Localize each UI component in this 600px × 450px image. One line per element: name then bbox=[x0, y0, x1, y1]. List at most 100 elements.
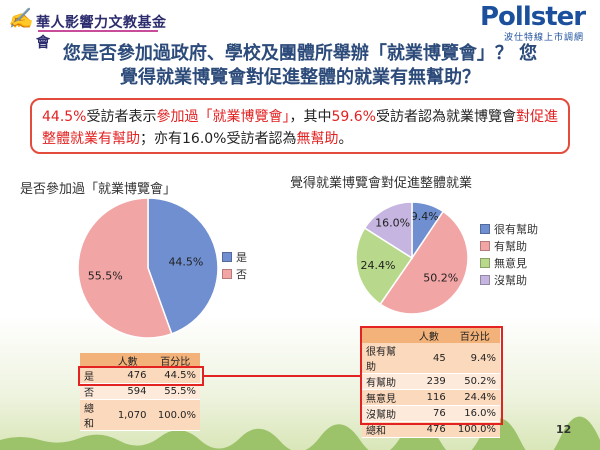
org-logo-underline bbox=[38, 30, 158, 32]
table-cell: 476 bbox=[104, 368, 151, 384]
org-logo: ✍ 華人影響力文教基金會 bbox=[8, 6, 178, 51]
legend-item: 有幫助 bbox=[480, 237, 538, 254]
summary-percent-helpful: 59.6% bbox=[331, 109, 376, 125]
table-cell: 55.5% bbox=[150, 383, 200, 400]
helpfulness-legend: 很有幫助有幫助無意見沒幫助 bbox=[480, 220, 538, 288]
table-cell: 44.5% bbox=[150, 368, 200, 384]
table-cell: 9.4% bbox=[449, 343, 500, 374]
legend-item: 沒幫助 bbox=[480, 271, 538, 288]
summary-text-3: 受訪者認為就業博覽會 bbox=[375, 109, 516, 125]
table-cell: 100.0% bbox=[150, 399, 200, 431]
org-logo-mark: ✍ bbox=[8, 6, 33, 30]
pie-slice-有幫助 bbox=[379, 210, 469, 315]
legend-item: 是 bbox=[222, 248, 247, 265]
legend-label: 沒幫助 bbox=[494, 273, 527, 287]
pie-label-沒幫助: 16.0% bbox=[375, 217, 410, 230]
pie-label-否: 55.5% bbox=[88, 269, 123, 282]
pollster-brand: Pollster bbox=[480, 2, 586, 32]
pie-slice-是 bbox=[147, 197, 219, 335]
legend-item: 無意見 bbox=[480, 254, 538, 271]
slide-title: 您是否參加過政府、學校及團體所舉辦「就業博覽會」？ 您 覺得就業博覽會對促進整體… bbox=[10, 42, 590, 90]
table-row: 是 476 44.5% bbox=[80, 368, 200, 384]
table-cell: 76 bbox=[408, 405, 450, 422]
table-cell: 45 bbox=[408, 343, 450, 374]
legend-label: 是 bbox=[236, 250, 247, 264]
table-cell: 有幫助 bbox=[362, 373, 409, 390]
legend-swatch bbox=[480, 257, 490, 268]
legend-label: 有幫助 bbox=[494, 239, 527, 253]
page-number: 12 bbox=[556, 423, 572, 436]
table-header-cell: 人數 bbox=[104, 353, 151, 368]
table-row: 總和 1,070 100.0% bbox=[80, 399, 200, 431]
summary-text-1: 受訪者表示 bbox=[86, 109, 157, 125]
legend-swatch bbox=[480, 240, 490, 251]
table-cell: 24.4% bbox=[449, 389, 500, 406]
slide-title-line-2: 覺得就業博覽會對促進整體的就業有無幫助？ bbox=[120, 67, 480, 88]
table-header-cell bbox=[80, 353, 105, 368]
legend-swatch bbox=[222, 268, 232, 279]
table-row: 沒幫助 76 16.0% bbox=[362, 405, 500, 422]
summary-text-2: ，其中 bbox=[289, 109, 332, 125]
table-cell: 239 bbox=[408, 373, 450, 390]
pie-label-很有幫助: 9.4% bbox=[411, 210, 439, 223]
highlight-connector-arrow bbox=[204, 371, 370, 381]
attendance-table: 人數 百分比是 476 44.5% 否 594 55.5% 總和 1,070 100.0% bbox=[80, 353, 200, 431]
pie-label-無意見: 24.4% bbox=[361, 259, 396, 272]
summary-highlight-helpful: 對促進整體就業有幫助 bbox=[42, 109, 558, 147]
pollster-tagline: 波仕特線上市調網 bbox=[504, 33, 585, 43]
table-cell: 16.0% bbox=[449, 405, 500, 422]
table-cell: 50.2% bbox=[449, 373, 500, 390]
legend-swatch bbox=[480, 274, 490, 285]
attendance-pie-chart: 44.5% 55.5% bbox=[77, 197, 219, 339]
table-row: 無意見 116 24.4% bbox=[362, 389, 500, 406]
table-header-cell: 百分比 bbox=[449, 328, 500, 343]
table-cell: 476 bbox=[408, 421, 450, 438]
legend-label: 否 bbox=[236, 267, 247, 281]
attendance-legend: 是否 bbox=[222, 248, 247, 282]
table-cell: 否 bbox=[80, 383, 105, 400]
table-header-cell: 百分比 bbox=[150, 353, 200, 368]
table-cell: 1,070 bbox=[104, 399, 151, 431]
table-cell: 116 bbox=[408, 389, 450, 406]
legend-item: 否 bbox=[222, 265, 247, 282]
helpfulness-table: 人數 百分比 很有幫助 45 9.4% 有幫助 239 50.2% 無意見 116 24.4% 沒幫助… bbox=[362, 328, 500, 438]
grass-decoration bbox=[0, 416, 600, 450]
table-header-row: 人數 百分比 bbox=[362, 328, 500, 343]
table-row: 有幫助 239 50.2% bbox=[362, 373, 500, 390]
table-cell: 總和 bbox=[80, 399, 105, 431]
pie-slice-沒幫助 bbox=[363, 201, 413, 260]
pie-slice-無意見 bbox=[355, 226, 414, 306]
summary-text-5: 。 bbox=[338, 131, 353, 147]
helpfulness-table-highlight bbox=[360, 326, 503, 425]
legend-label: 很有幫助 bbox=[494, 222, 538, 236]
table-cell: 594 bbox=[104, 383, 151, 400]
table-cell: 沒幫助 bbox=[362, 405, 409, 422]
table-header-cell: 人數 bbox=[408, 328, 450, 343]
table-cell: 100.0% bbox=[449, 421, 500, 438]
summary-highlight-attended: 參加過「就業博覽會」 bbox=[156, 109, 290, 125]
legend-item: 很有幫助 bbox=[480, 220, 538, 237]
table-cell: 是 bbox=[80, 368, 105, 384]
summary-box: 44.5%受訪者表示參加過「就業博覽會」，其中59.6%受訪者認為就業博覽會對促… bbox=[30, 98, 570, 154]
helpfulness-pie-chart: 9.4% 50.2% 24.4% 16.0% bbox=[355, 201, 469, 315]
pollster-logo: Pollster 波仕特線上市調網 bbox=[480, 2, 596, 44]
table-header-cell bbox=[362, 328, 409, 343]
chart-title-helpfulness: 覺得就業博覽會對促進整體就業 bbox=[290, 176, 473, 191]
chart-title-attendance: 是否參加過「就業博覽會」 bbox=[20, 182, 177, 197]
legend-swatch bbox=[480, 223, 490, 234]
org-name: 華人影響力文教基金會 bbox=[36, 15, 167, 51]
pie-label-有幫助: 50.2% bbox=[423, 272, 458, 285]
summary-highlight-not-helpful: 無幫助 bbox=[296, 131, 339, 147]
attendance-yes-row-highlight bbox=[78, 366, 204, 386]
pie-label-是: 44.5% bbox=[168, 255, 203, 268]
table-cell: 很有幫助 bbox=[362, 343, 409, 374]
table-row: 很有幫助 45 9.4% bbox=[362, 343, 500, 374]
summary-percent-attended: 44.5% bbox=[42, 109, 87, 125]
pie-slice-否 bbox=[77, 197, 173, 339]
legend-swatch bbox=[222, 251, 232, 262]
table-header-row: 人數 百分比 bbox=[80, 353, 200, 368]
table-cell: 總和 bbox=[362, 421, 409, 438]
legend-label: 無意見 bbox=[494, 256, 527, 270]
summary-text-4: ；亦有16.0%受訪者認為 bbox=[140, 131, 297, 147]
table-row: 否 594 55.5% bbox=[80, 383, 200, 400]
